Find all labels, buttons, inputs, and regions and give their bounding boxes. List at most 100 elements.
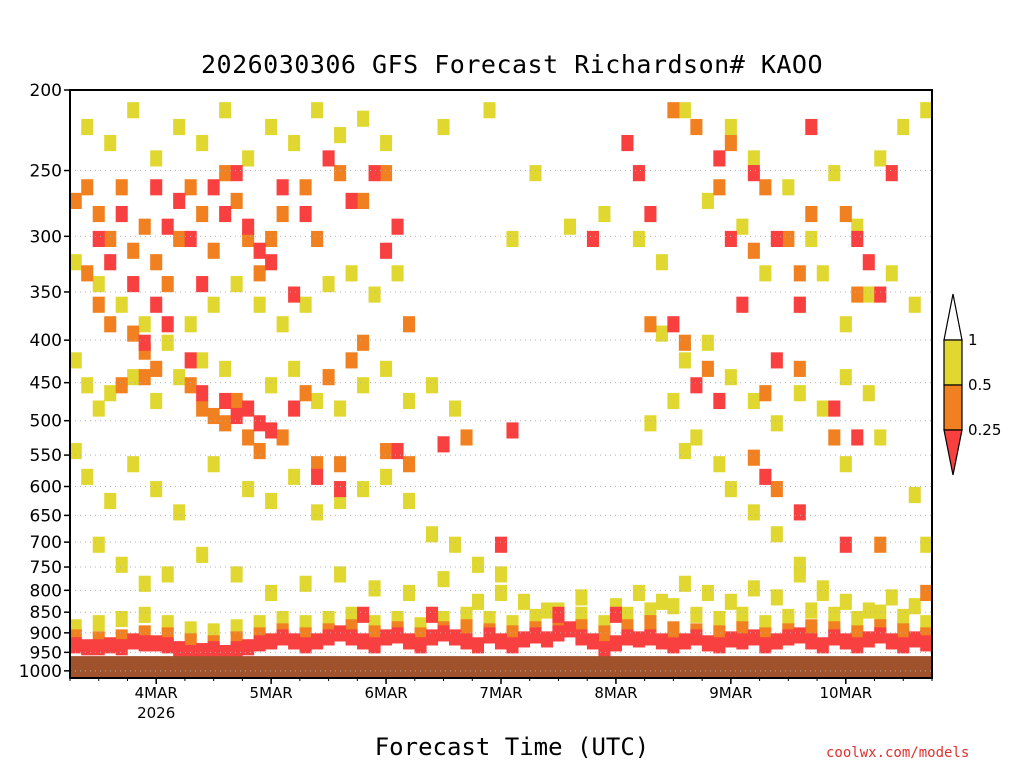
heatmap-cell <box>448 536 462 553</box>
heatmap-cell <box>127 102 140 119</box>
heatmap-cell <box>357 377 370 394</box>
heatmap-cell <box>701 635 714 652</box>
heatmap-cell <box>368 165 381 182</box>
heatmap-cell <box>908 598 921 615</box>
heatmap-cell <box>253 296 266 313</box>
heatmap-cell <box>644 415 657 432</box>
heatmap-cell <box>529 608 542 625</box>
heatmap-cell <box>253 443 266 460</box>
heatmap-cell <box>575 589 588 606</box>
heatmap-cell <box>161 218 174 235</box>
heatmap-cell <box>529 165 542 182</box>
heatmap-cell <box>839 536 852 553</box>
heatmap-cell <box>184 377 197 394</box>
heatmap-cell <box>609 635 622 652</box>
heatmap-cell <box>150 296 163 313</box>
heatmap-cell <box>345 192 358 209</box>
heatmap-cell <box>897 637 910 654</box>
credit-link[interactable]: coolwx.com/models <box>826 745 970 761</box>
heatmap-cell <box>150 150 163 167</box>
heatmap-cell <box>138 316 151 333</box>
heatmap-cell <box>494 566 508 583</box>
heatmap-cell <box>104 385 117 402</box>
heatmap-cell <box>334 165 347 182</box>
heatmap-cell <box>770 526 783 543</box>
heatmap-cell <box>426 629 439 646</box>
heatmap-cell <box>747 580 760 597</box>
heatmap-cell <box>713 150 726 167</box>
heatmap-cell <box>816 265 829 282</box>
axes: 2002503003504004505005506006507007508008… <box>19 81 933 722</box>
heatmap-cell <box>196 134 209 152</box>
heatmap-cell <box>104 134 117 152</box>
heatmap-cell <box>69 254 82 271</box>
heatmap-cell <box>242 639 255 656</box>
heatmap-cell <box>506 422 519 439</box>
heatmap-cell <box>747 165 760 182</box>
y-tick-label: 500 <box>30 412 62 432</box>
heatmap-cell <box>242 150 255 167</box>
heatmap-cell <box>115 179 128 196</box>
heatmap-cell <box>115 205 128 223</box>
heatmap-cell <box>368 580 381 597</box>
heatmap-cell <box>816 584 829 601</box>
heatmap-cell <box>242 218 255 235</box>
heatmap-cell <box>161 566 174 583</box>
heatmap-cell <box>150 635 163 652</box>
heatmap-cell <box>667 102 680 119</box>
heatmap-cell <box>288 400 301 417</box>
y-tick-label: 1000 <box>19 662 62 682</box>
y-tick-label: 800 <box>30 581 62 601</box>
heatmap-cell <box>667 316 680 333</box>
heatmap-cell <box>724 481 737 498</box>
heatmap-cell <box>115 377 128 394</box>
heatmap-cell <box>724 593 737 610</box>
heatmap-cell <box>265 584 278 601</box>
heatmap-cell <box>874 536 887 553</box>
heatmap-cell <box>609 606 622 623</box>
y-tick-label: 350 <box>30 283 62 303</box>
heatmap-cell <box>655 325 668 342</box>
x-tick-label: 6MAR <box>364 684 407 702</box>
heatmap-cell <box>655 633 668 650</box>
heatmap-cell <box>265 254 278 271</box>
heatmap-cell <box>230 276 243 293</box>
heatmap-cell <box>357 334 370 351</box>
heatmap-cell <box>184 352 197 369</box>
heatmap-cell <box>759 615 772 632</box>
heatmap-cell <box>161 334 174 351</box>
heatmap-cell <box>426 526 439 543</box>
heatmap-cell <box>828 606 841 623</box>
heatmap-cell <box>529 627 542 644</box>
heatmap-cell <box>265 118 278 136</box>
heatmap-cell <box>690 429 703 446</box>
legend-label: 0.25 <box>968 421 1001 439</box>
heatmap-cell <box>81 639 94 656</box>
heatmap-cell <box>793 504 806 521</box>
heatmap-cell <box>586 633 599 650</box>
heatmap-cell <box>908 631 921 648</box>
heatmap-cell <box>460 429 473 446</box>
heatmap-cell <box>299 615 312 632</box>
y-tick-label: 750 <box>30 558 62 578</box>
heatmap-cell <box>805 633 818 650</box>
heatmap-cell <box>851 286 864 303</box>
heatmap-cell <box>207 641 220 658</box>
y-tick-label: 300 <box>30 227 62 247</box>
heatmap-cell <box>311 102 324 119</box>
heatmap-cell <box>322 629 335 646</box>
heatmap-cell <box>793 265 806 282</box>
y-tick-label: 200 <box>30 81 62 101</box>
heatmap-cell <box>219 205 232 223</box>
heatmap-cell <box>655 593 668 610</box>
heatmap-cell <box>150 254 163 271</box>
heatmap-cell <box>230 165 243 182</box>
heatmap-cell <box>173 369 186 386</box>
heatmap-cell <box>563 218 576 235</box>
heatmap-cell <box>288 134 301 152</box>
heatmap-cell <box>299 179 312 196</box>
x-tick-sublabel: 2026 <box>137 704 175 722</box>
heatmap-cell <box>920 102 933 119</box>
heatmap-cell <box>839 316 852 333</box>
heatmap-cell <box>678 352 691 369</box>
